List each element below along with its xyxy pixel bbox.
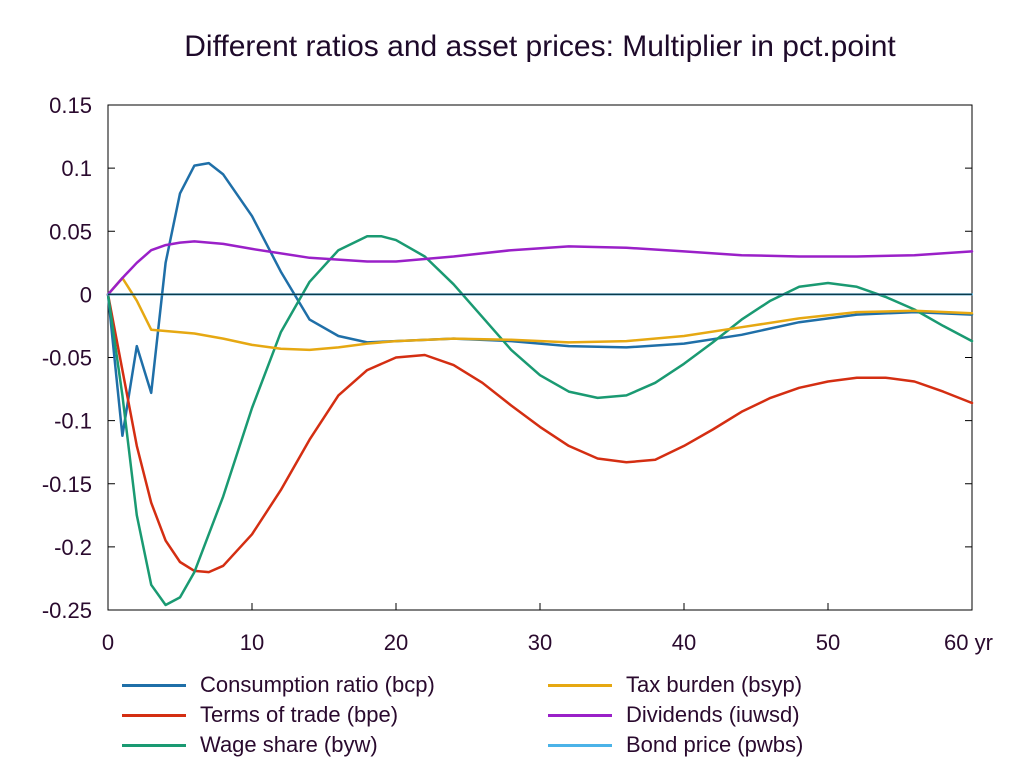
x-tick-label: 30 bbox=[528, 630, 552, 655]
y-tick-label: -0.1 bbox=[54, 409, 92, 434]
series-line-wage-share-byw bbox=[106, 235, 974, 607]
series-line-consumption-ratio-bcp bbox=[106, 161, 974, 438]
axes-layer: -0.25 -0.2 -0.15 -0.1 -0.05 0 0.05 0.1 0.15 0 10 20… bbox=[42, 93, 993, 655]
plot-frame bbox=[107, 104, 973, 611]
series-line-tax-burden-bsyp bbox=[106, 276, 974, 352]
y-tick-label: 0.1 bbox=[61, 156, 92, 181]
x-tick-label: 40 bbox=[672, 630, 696, 655]
series-line-terms-of-trade-bpe bbox=[106, 293, 974, 574]
x-tick-label: 10 bbox=[240, 630, 264, 655]
y-tick-label: 0.15 bbox=[49, 93, 92, 118]
series-line-dividends-iuwsd bbox=[106, 240, 974, 296]
x-tick-label: 60 yr bbox=[944, 630, 993, 655]
series-layer bbox=[106, 161, 974, 607]
y-tick-label: 0 bbox=[80, 282, 92, 307]
y-tick-label: 0.05 bbox=[49, 219, 92, 244]
y-tick-label: -0.15 bbox=[42, 472, 92, 497]
x-tick-label: 20 bbox=[384, 630, 408, 655]
y-tick-label: -0.2 bbox=[54, 535, 92, 560]
x-tick-label: 0 bbox=[102, 630, 114, 655]
y-tick-label: -0.05 bbox=[42, 346, 92, 371]
y-tick-label: -0.25 bbox=[42, 598, 92, 623]
x-tick-label: 50 bbox=[816, 630, 840, 655]
chart-title: Different ratios and asset prices: Multi… bbox=[184, 30, 896, 63]
